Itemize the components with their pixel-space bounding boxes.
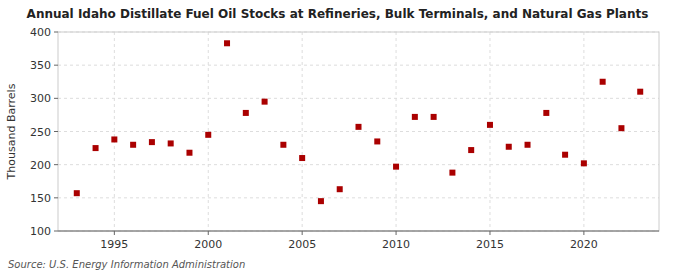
- title: Annual Idaho Distillate Fuel Oil Stocks …: [27, 7, 649, 21]
- point: [393, 164, 399, 170]
- y-tick-label: 350: [30, 59, 51, 72]
- y-tick-label: 300: [30, 92, 51, 105]
- x-axis-line: [58, 231, 659, 232]
- y-tick: [54, 32, 58, 33]
- point: [262, 99, 268, 105]
- y-tick: [54, 231, 58, 232]
- x-tick-label: 2000: [194, 238, 222, 251]
- point: [186, 150, 192, 156]
- axes: 100 150 200 250 300 350 400 1995 2000 2005 2010 201…: [30, 26, 598, 251]
- grid-line-y: [58, 231, 659, 232]
- point: [280, 142, 286, 148]
- chart-svg: Annual Idaho Distillate Fuel Oil Stocks …: [0, 0, 675, 275]
- point: [243, 110, 249, 116]
- point: [449, 170, 455, 176]
- grid-line-x: [114, 32, 115, 231]
- grid-line-x: [396, 32, 397, 231]
- y-tick: [54, 98, 58, 99]
- grid-line-y: [58, 98, 659, 99]
- grid-line-y: [58, 164, 659, 165]
- point: [374, 138, 380, 144]
- point: [468, 147, 474, 153]
- point: [431, 114, 437, 120]
- point: [74, 190, 80, 196]
- point: [205, 132, 211, 138]
- point: [149, 139, 155, 145]
- y-tick-label: 150: [30, 192, 51, 205]
- y-axis-label: Thousand Barrels: [5, 83, 18, 180]
- point: [168, 140, 174, 146]
- x-tick: [208, 231, 209, 235]
- x-tick: [489, 231, 490, 235]
- x-tick: [583, 231, 584, 235]
- x-tick: [302, 231, 303, 235]
- y-tick-label: 200: [30, 159, 51, 172]
- point: [637, 89, 643, 95]
- chart-container: Annual Idaho Distillate Fuel Oil Stocks …: [0, 0, 675, 275]
- point: [299, 155, 305, 161]
- x-tick: [396, 231, 397, 235]
- point: [356, 124, 362, 130]
- point: [506, 144, 512, 150]
- point: [318, 198, 324, 204]
- y-tick: [54, 197, 58, 198]
- grid-line-x: [302, 32, 303, 231]
- grid-line-x: [208, 32, 209, 231]
- grid-line-y: [58, 65, 659, 66]
- x-tick-label: 1995: [100, 238, 128, 251]
- x-tick: [114, 231, 115, 235]
- source-note: Source: U.S. Energy Information Administ…: [8, 259, 245, 270]
- point: [130, 142, 136, 148]
- grid-line-y: [58, 197, 659, 198]
- grid-line-x: [489, 32, 490, 231]
- y-tick: [54, 164, 58, 165]
- y-tick: [54, 131, 58, 132]
- grid-line-x: [583, 32, 584, 231]
- point: [618, 125, 624, 131]
- page: {"chart_data": {"type": "scatter", "titl…: [0, 0, 675, 275]
- x-tick-label: 2005: [288, 238, 316, 251]
- y-tick-label: 400: [30, 26, 51, 39]
- point: [111, 136, 117, 142]
- x-tick-label: 2010: [382, 238, 410, 251]
- point: [337, 186, 343, 192]
- point: [93, 145, 99, 151]
- y-tick-label: 250: [30, 126, 51, 139]
- y-tick: [54, 65, 58, 66]
- grid-line-y: [58, 131, 659, 132]
- x-tick-label: 2015: [476, 238, 504, 251]
- point: [525, 142, 531, 148]
- grid: [58, 32, 659, 231]
- y-tick-label: 100: [30, 225, 51, 238]
- point: [412, 114, 418, 120]
- point: [487, 122, 493, 128]
- point: [600, 79, 606, 85]
- point: [581, 160, 587, 166]
- points: [74, 40, 643, 204]
- plot-frame: [58, 32, 659, 231]
- point: [224, 40, 230, 46]
- point: [562, 152, 568, 158]
- point: [543, 110, 549, 116]
- x-tick-label: 2020: [570, 238, 598, 251]
